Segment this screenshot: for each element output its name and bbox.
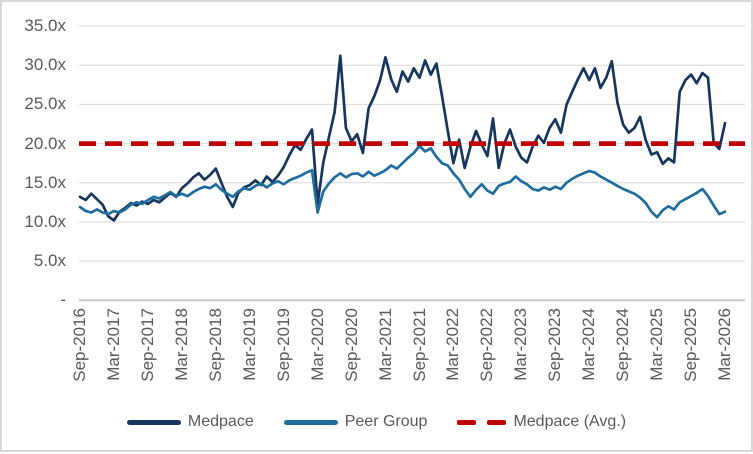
legend-item-peer-group: Peer Group: [283, 413, 428, 431]
medpace-avg-dash-swatch: [457, 419, 507, 425]
x-axis-label: Mar-2021: [375, 308, 395, 381]
x-axis-label: Sep-2023: [545, 308, 565, 382]
legend-label-medpace-avg: Medpace (Avg.): [513, 413, 627, 430]
legend: Medpace Peer Group Medpace (Avg.): [2, 413, 751, 431]
x-axis-label: Mar-2019: [239, 308, 259, 381]
y-axis-label: 15.0x: [24, 172, 66, 192]
x-axis-label: Sep-2017: [137, 308, 157, 382]
x-axis-label: Sep-2019: [273, 308, 293, 382]
x-axis-label: Mar-2023: [511, 308, 531, 381]
x-axis-label: Mar-2018: [171, 308, 191, 381]
y-axis-label: 10.0x: [24, 211, 66, 231]
x-axis-label: Mar-2024: [579, 308, 599, 381]
y-axis-label: 35.0x: [24, 16, 66, 35]
y-axis-label: 25.0x: [24, 94, 66, 114]
y-axis-label: -: [60, 290, 66, 310]
y-axis-label: 20.0x: [24, 133, 66, 153]
x-axis-label: Sep-2020: [341, 308, 361, 382]
x-axis-label: Sep-2024: [613, 308, 633, 382]
x-axis-label: Sep-2018: [205, 308, 225, 382]
x-axis-label: Mar-2025: [647, 308, 667, 381]
medpace-line-swatch: [126, 419, 181, 425]
x-axis-label: Sep-2022: [477, 308, 497, 382]
y-axis-label: 5.0x: [33, 251, 66, 271]
legend-label-peer-group: Peer Group: [344, 413, 428, 430]
x-axis-label: Sep-2021: [409, 308, 429, 382]
legend-label-medpace: Medpace: [187, 413, 254, 430]
x-axis-label: Mar-2017: [103, 308, 123, 381]
peer-group-line: [78, 144, 727, 219]
x-axis-label: Sep-2025: [681, 308, 701, 382]
medpace-line: [78, 54, 727, 222]
x-axis-label: Mar-2022: [443, 308, 463, 381]
legend-item-medpace-avg: Medpace (Avg.): [457, 413, 626, 431]
legend-item-medpace: Medpace: [126, 413, 254, 431]
peer-group-line-swatch: [283, 419, 338, 425]
x-axis-label: Mar-2026: [715, 308, 734, 381]
y-axis-label: 30.0x: [24, 55, 66, 75]
x-axis-label: Mar-2020: [307, 308, 327, 381]
x-axis-label: Sep-2016: [70, 308, 89, 382]
